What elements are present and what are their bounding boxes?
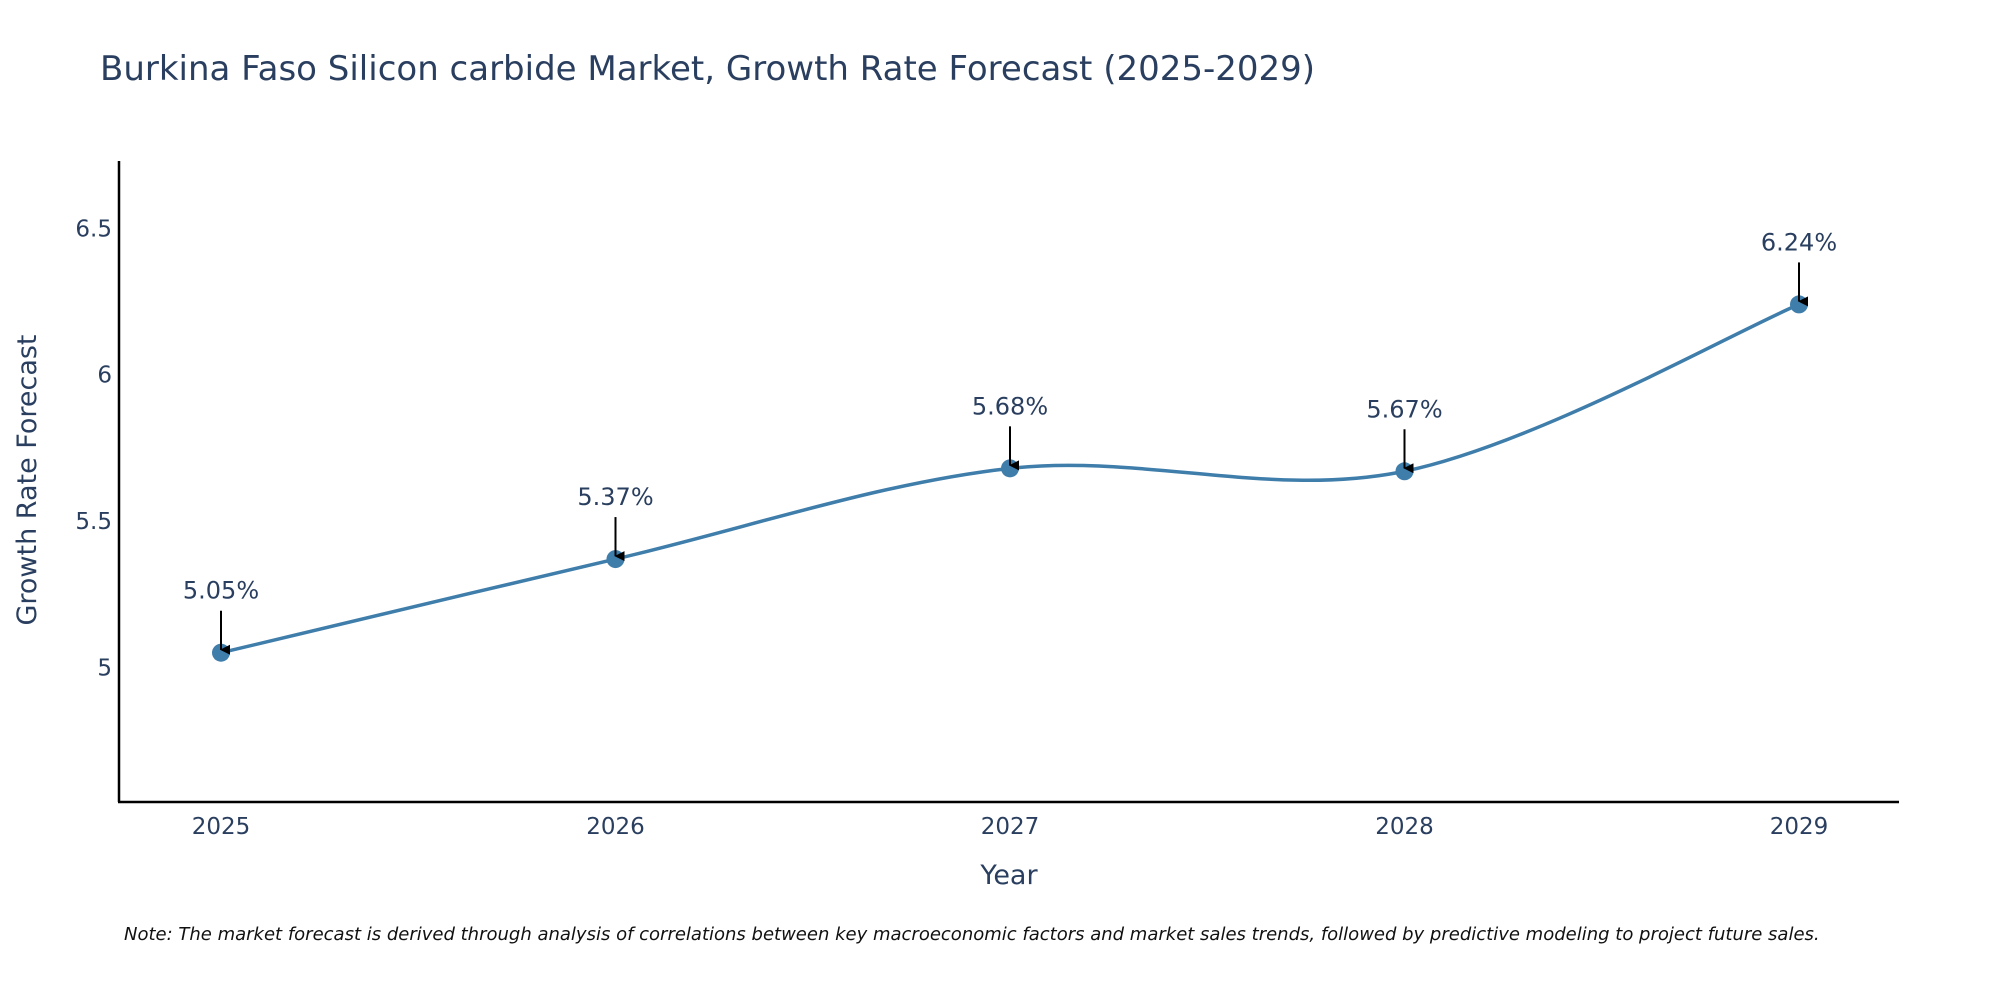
x-tick-label: 2029 xyxy=(1770,814,1829,840)
chart-title: Burkina Faso Silicon carbide Market, Gro… xyxy=(100,49,1315,89)
data-annotations: 5.05% 5.37% 5.68% 5.67% 6.24% xyxy=(183,228,1837,655)
x-axis-ticks: 2025 2026 2027 2028 2029 xyxy=(192,814,1829,840)
y-tick-label: 6.5 xyxy=(75,216,112,242)
data-label: 5.67% xyxy=(1366,395,1442,423)
data-label: 5.68% xyxy=(972,392,1048,420)
footnote: Note: The market forecast is derived thr… xyxy=(124,924,1820,945)
series-growth-rate xyxy=(212,295,1808,662)
y-tick-label: 5.5 xyxy=(75,509,112,535)
y-tick-label: 6 xyxy=(97,363,112,389)
y-axis-ticks: 5 5.5 6 6.5 xyxy=(75,216,112,681)
x-axis-title: Year xyxy=(979,860,1038,891)
x-tick-label: 2027 xyxy=(981,814,1040,840)
x-tick-label: 2026 xyxy=(586,814,645,840)
y-tick-label: 5 xyxy=(97,655,112,681)
data-label: 5.05% xyxy=(183,577,259,605)
x-tick-label: 2028 xyxy=(1375,814,1434,840)
data-label: 6.24% xyxy=(1761,228,1837,256)
x-tick-label: 2025 xyxy=(192,814,251,840)
data-label: 5.37% xyxy=(577,483,653,511)
series-line xyxy=(220,302,1800,655)
y-axis-title: Growth Rate Forecast xyxy=(12,334,43,625)
